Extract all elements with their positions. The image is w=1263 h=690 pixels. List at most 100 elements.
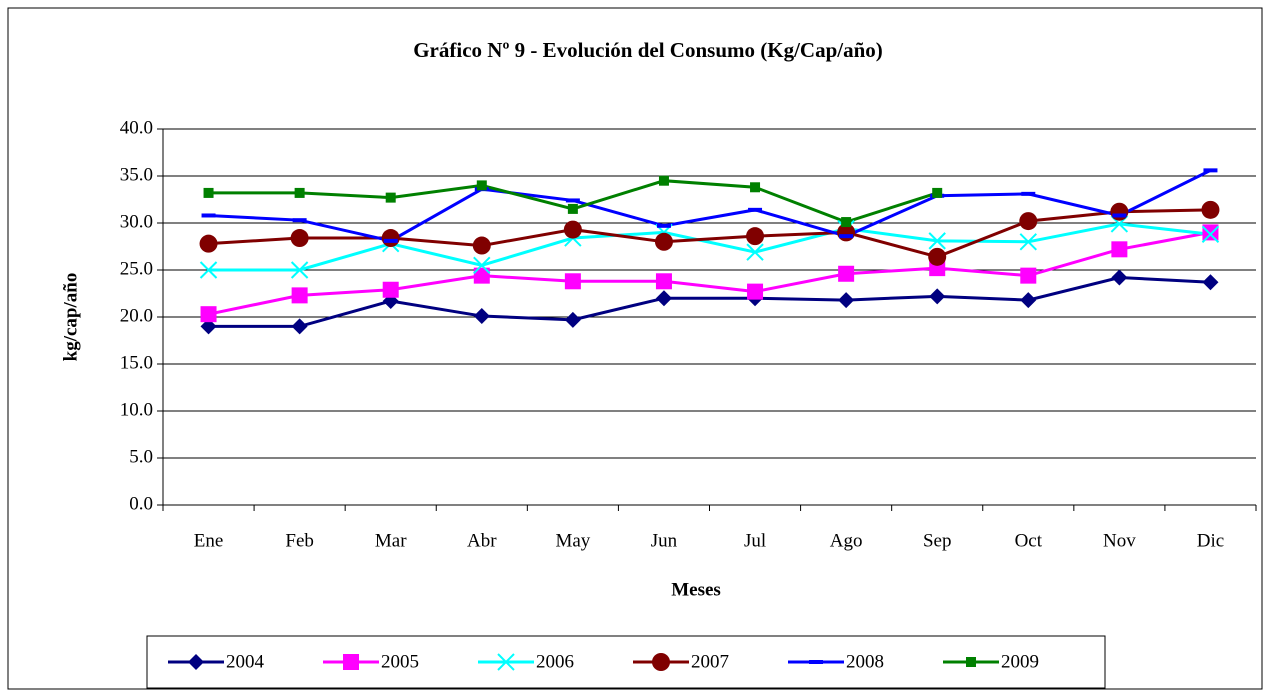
data-point [381,229,400,248]
data-point [1111,241,1128,258]
data-point [928,232,946,250]
chart-frame [7,7,1263,690]
data-point [1203,168,1218,173]
series-line [208,222,1211,272]
data-point [655,290,672,307]
data-point [1111,269,1128,286]
x-tick-label: Dic [1197,530,1224,551]
x-tick-label: Sep [923,530,952,551]
data-point [1021,191,1036,196]
legend-marker [497,653,515,671]
data-point [1112,213,1127,218]
data-point [200,306,217,323]
data-point [1202,274,1219,291]
series-line [208,276,1211,328]
series-line [208,230,1211,316]
legend-label: 2008 [846,651,884,672]
data-point [1110,202,1129,221]
data-point [750,182,761,193]
data-point [746,243,764,261]
data-point [292,218,307,223]
data-point [1202,224,1219,241]
y-tick-label: 25.0 [120,258,153,279]
data-point [748,207,763,212]
y-axis-label: kg/cap/año [60,273,81,362]
legend-label: 2004 [226,651,265,672]
data-point [476,180,487,191]
legend-marker [966,657,976,667]
data-point [473,308,490,325]
data-point [383,238,398,243]
legend-marker [809,660,823,664]
legend-marker [188,654,204,670]
data-point [655,273,672,290]
data-point [291,318,308,335]
y-tick-label: 30.0 [120,211,153,232]
data-point [838,292,855,309]
data-point [839,234,854,239]
data-point [473,267,490,284]
data-point [1020,267,1037,284]
x-tick-label: Mar [375,530,407,551]
data-point [385,192,396,203]
x-tick-label: Jun [651,530,678,551]
x-tick-label: Oct [1015,530,1043,551]
data-point [199,234,218,253]
data-point [746,227,765,246]
legend-label: 2007 [691,651,729,672]
x-axis-label: Meses [671,579,721,600]
y-tick-label: 35.0 [120,164,153,185]
y-tick-label: 40.0 [120,117,153,138]
data-point [567,203,578,214]
x-tick-label: Feb [285,530,314,551]
x-tick-label: Abr [467,530,497,551]
legend-marker [652,653,670,671]
x-tick-label: May [555,530,590,551]
data-point [290,229,309,248]
data-point [658,175,669,186]
legend-label: 2009 [1001,651,1039,672]
data-point [294,187,305,198]
data-point [929,288,946,305]
x-tick-label: Ago [830,530,863,551]
data-point [472,236,491,255]
legend-marker [343,654,359,670]
data-point [747,283,764,300]
data-point [838,265,855,282]
data-point [928,247,947,266]
y-tick-label: 15.0 [120,352,153,373]
data-point [200,318,217,335]
data-point [290,261,309,279]
data-point [1019,233,1037,251]
chart-title: Gráfico Nº 9 - Evolución del Consumo (Kg… [413,38,883,62]
data-point [199,261,218,279]
data-point [841,217,852,228]
data-point [564,311,581,328]
data-point [201,213,216,218]
x-tick-label: Ene [194,530,224,551]
data-point [473,256,491,275]
data-point [1201,200,1220,219]
data-point [382,281,399,298]
data-point [1020,292,1037,309]
legend-label: 2006 [536,651,574,672]
x-tick-label: Nov [1103,530,1136,551]
y-tick-label: 10.0 [120,399,153,420]
data-point [656,223,671,228]
y-tick-label: 5.0 [129,446,153,467]
legend-label: 2005 [381,651,419,672]
data-point [291,287,308,304]
data-point [203,187,214,198]
data-point [565,198,580,203]
data-point [563,220,582,239]
x-tick-label: Jul [744,530,766,551]
data-point [1201,225,1220,243]
data-point [932,187,943,198]
y-tick-label: 0.0 [129,493,153,514]
y-tick-label: 20.0 [120,305,153,326]
data-point [564,273,581,290]
data-point [1019,212,1038,231]
data-point [654,232,673,251]
series-line [208,169,1212,243]
